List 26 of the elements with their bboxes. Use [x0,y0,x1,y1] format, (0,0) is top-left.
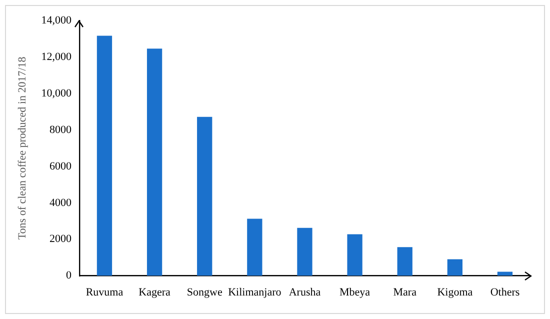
bar [297,228,312,276]
y-tick-label: 12,000 [41,50,72,63]
bar [96,36,112,276]
y-tick-label: 8000 [49,124,72,136]
x-tick-label: Mbeya [340,286,370,298]
y-tick-label: 0 [66,270,72,282]
x-tick-label: Mara [393,286,417,298]
y-tick-label: 6000 [49,160,72,172]
bar [197,116,212,276]
y-tick-label: 10,000 [41,87,72,100]
y-tick-label: 4000 [49,196,72,209]
bar [447,259,462,276]
x-tick-label: Arusha [288,286,321,298]
x-tick-label: Kigoma [437,286,473,298]
x-tick-label: Kilimanjaro [228,286,282,298]
x-tick-label: Ruvuma [86,286,124,298]
bar [347,234,362,276]
bar [397,247,412,276]
x-tick-label: Songwe [186,286,222,298]
x-tick-label: Kagera [138,286,171,298]
y-tick-label: 2000 [49,233,72,246]
bar [247,218,262,276]
y-tick-label: 14,000 [41,14,72,26]
bar [146,48,162,276]
y-axis-title: Tons of clean coffee produced in 2017/18 [16,56,28,240]
x-tick-label: Others [490,286,520,298]
